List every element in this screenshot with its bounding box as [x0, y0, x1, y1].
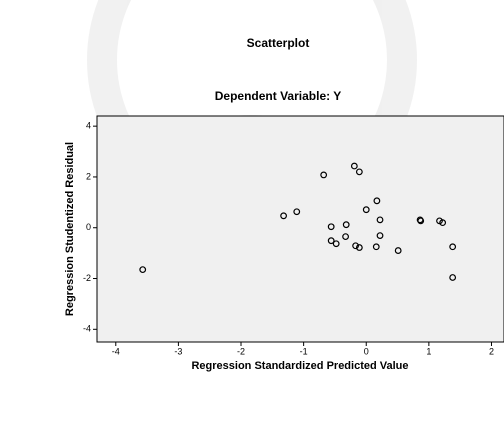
y-tick-label: 4 [86, 121, 91, 131]
y-tick-label: 2 [86, 171, 91, 181]
x-tick-label: 1 [426, 346, 431, 356]
y-tick-label: -2 [83, 273, 91, 283]
x-tick-label: -4 [112, 346, 120, 356]
x-axis-label: Regression Standardized Predicted Value [191, 360, 408, 372]
x-tick-label: -2 [237, 346, 245, 356]
x-tick-label: 0 [364, 346, 369, 356]
x-tick-label: 2 [489, 346, 494, 356]
y-axis-label: Regression Studentized Residual [64, 142, 76, 316]
x-tick-label: -1 [300, 346, 308, 356]
plot-area [97, 116, 504, 342]
y-tick-label: 0 [86, 222, 91, 232]
chart-subtitle: Dependent Variable: Y [215, 89, 342, 103]
x-tick-label: -3 [174, 346, 182, 356]
chart-title: Scatterplot [247, 36, 310, 50]
chart: Scatterplot Dependent Variable: Y Regres… [0, 0, 504, 442]
y-tick-label: -4 [83, 324, 91, 334]
